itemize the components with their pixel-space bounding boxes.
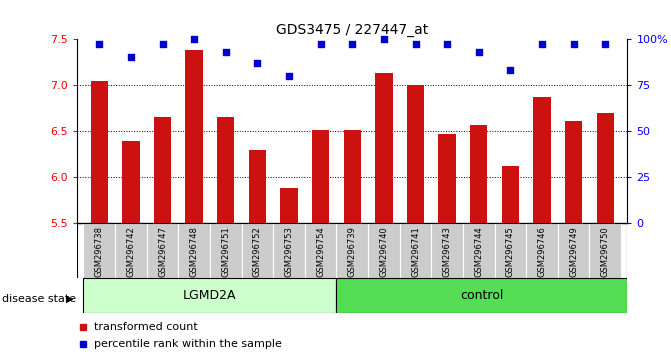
- Text: percentile rank within the sample: percentile rank within the sample: [94, 339, 282, 349]
- Bar: [273, 223, 305, 278]
- Bar: [217, 117, 234, 223]
- Point: [505, 67, 516, 73]
- Point: [157, 42, 168, 47]
- Text: GSM296750: GSM296750: [601, 226, 610, 276]
- Bar: [470, 125, 487, 223]
- Text: transformed count: transformed count: [94, 321, 197, 332]
- Bar: [502, 166, 519, 223]
- Text: GSM296740: GSM296740: [379, 226, 389, 276]
- Point: [347, 42, 358, 47]
- Bar: [368, 223, 400, 278]
- Point: [220, 49, 231, 55]
- Text: GSM296738: GSM296738: [95, 226, 104, 277]
- Text: GSM296748: GSM296748: [190, 226, 199, 276]
- Bar: [438, 134, 456, 223]
- Bar: [375, 73, 393, 223]
- Text: GSM296754: GSM296754: [316, 226, 325, 276]
- Bar: [558, 223, 589, 278]
- Text: GSM296742: GSM296742: [126, 226, 136, 276]
- Point: [189, 36, 199, 42]
- Text: GSM296741: GSM296741: [411, 226, 420, 276]
- Title: GDS3475 / 227447_at: GDS3475 / 227447_at: [276, 23, 428, 36]
- Bar: [185, 50, 203, 223]
- Point: [94, 42, 105, 47]
- Bar: [344, 130, 361, 223]
- Bar: [336, 223, 368, 278]
- Text: GSM296749: GSM296749: [569, 226, 578, 276]
- Text: GSM296743: GSM296743: [443, 226, 452, 276]
- Bar: [431, 223, 463, 278]
- Bar: [400, 223, 431, 278]
- Text: GSM296739: GSM296739: [348, 226, 357, 276]
- Bar: [91, 81, 108, 223]
- Bar: [526, 223, 558, 278]
- Text: GSM296744: GSM296744: [474, 226, 483, 276]
- Point: [315, 42, 326, 47]
- Bar: [249, 150, 266, 223]
- Bar: [533, 97, 551, 223]
- Text: GSM296752: GSM296752: [253, 226, 262, 276]
- Point: [474, 49, 484, 55]
- Bar: [210, 223, 242, 278]
- Point: [252, 60, 263, 66]
- Point: [284, 73, 295, 79]
- Bar: [589, 223, 621, 278]
- Bar: [565, 121, 582, 223]
- Bar: [147, 223, 178, 278]
- Bar: [122, 141, 140, 223]
- Point: [600, 42, 611, 47]
- Bar: [407, 85, 424, 223]
- Bar: [83, 223, 115, 278]
- Point: [125, 55, 136, 60]
- Text: GSM296753: GSM296753: [285, 226, 293, 276]
- Text: disease state: disease state: [2, 294, 76, 304]
- Bar: [242, 223, 273, 278]
- Bar: [463, 223, 495, 278]
- Text: LGMD2A: LGMD2A: [183, 289, 237, 302]
- Bar: [336, 278, 627, 313]
- Text: ▶: ▶: [66, 294, 73, 304]
- Point: [568, 42, 579, 47]
- Text: GSM296745: GSM296745: [506, 226, 515, 276]
- Bar: [178, 223, 210, 278]
- Text: control: control: [460, 289, 504, 302]
- Point: [537, 42, 548, 47]
- Point: [378, 36, 389, 42]
- Bar: [115, 223, 147, 278]
- Point: [442, 42, 452, 47]
- Bar: [305, 223, 336, 278]
- Bar: [83, 278, 336, 313]
- Bar: [280, 188, 298, 223]
- Point: [410, 42, 421, 47]
- Bar: [495, 223, 526, 278]
- Bar: [597, 113, 614, 223]
- Text: GSM296751: GSM296751: [221, 226, 230, 276]
- Bar: [312, 130, 329, 223]
- Text: GSM296747: GSM296747: [158, 226, 167, 276]
- Bar: [154, 117, 171, 223]
- Text: GSM296746: GSM296746: [537, 226, 546, 276]
